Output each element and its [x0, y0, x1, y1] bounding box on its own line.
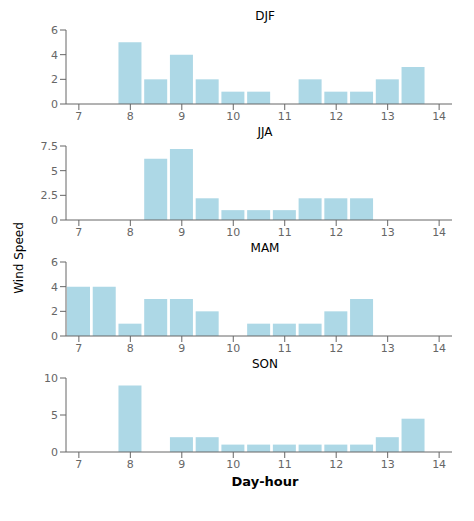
- svg-text:5: 5: [51, 409, 58, 422]
- svg-text:13: 13: [381, 342, 395, 355]
- svg-text:8: 8: [127, 226, 134, 239]
- svg-text:4: 4: [51, 49, 58, 62]
- svg-text:7.5: 7.5: [41, 140, 59, 153]
- svg-text:14: 14: [432, 458, 446, 471]
- svg-text:9: 9: [178, 458, 185, 471]
- svg-text:2: 2: [51, 73, 58, 86]
- svg-text:10: 10: [226, 226, 240, 239]
- svg-text:2.5: 2.5: [41, 189, 59, 202]
- svg-text:11: 11: [278, 458, 292, 471]
- html-text:SON: SON: [252, 357, 278, 371]
- svg-text:11: 11: [278, 342, 292, 355]
- svg-text:12: 12: [329, 458, 343, 471]
- svg-text:10: 10: [226, 110, 240, 123]
- svg-text:14: 14: [432, 226, 446, 239]
- svg-text:0: 0: [51, 446, 58, 459]
- svg-text:7: 7: [75, 342, 82, 355]
- svg-text:8: 8: [127, 458, 134, 471]
- svg-text:10: 10: [44, 372, 58, 385]
- html-text:JJA: JJA: [257, 125, 273, 139]
- svg-text:0: 0: [51, 330, 58, 343]
- html-text:Wind Speed: Wind Speed: [12, 222, 26, 294]
- svg-text:14: 14: [432, 110, 446, 123]
- svg-text:2: 2: [51, 305, 58, 318]
- svg-text:11: 11: [278, 110, 292, 123]
- svg-text:12: 12: [329, 110, 343, 123]
- svg-text:8: 8: [127, 110, 134, 123]
- svg-text:9: 9: [178, 110, 185, 123]
- svg-text:4: 4: [51, 281, 58, 294]
- svg-text:7: 7: [75, 110, 82, 123]
- svg-text:14: 14: [432, 342, 446, 355]
- svg-text:13: 13: [381, 226, 395, 239]
- svg-text:0: 0: [51, 98, 58, 111]
- svg-text:10: 10: [226, 342, 240, 355]
- html-text:MAM: MAM: [250, 241, 280, 255]
- svg-text:9: 9: [178, 342, 185, 355]
- svg-text:10: 10: [226, 458, 240, 471]
- svg-text:9: 9: [178, 226, 185, 239]
- html-text:DJF: DJF: [255, 9, 275, 23]
- svg-text:12: 12: [329, 226, 343, 239]
- svg-text:8: 8: [127, 342, 134, 355]
- svg-text:0: 0: [51, 214, 58, 227]
- svg-text:6: 6: [51, 24, 58, 37]
- svg-text:7: 7: [75, 458, 82, 471]
- html-text:Day-hour: Day-hour: [231, 474, 299, 489]
- svg-text:7: 7: [75, 226, 82, 239]
- svg-text:11: 11: [278, 226, 292, 239]
- svg-text:5: 5: [51, 165, 58, 178]
- svg-text:13: 13: [381, 110, 395, 123]
- svg-text:6: 6: [51, 256, 58, 269]
- svg-text:13: 13: [381, 458, 395, 471]
- svg-text:12: 12: [329, 342, 343, 355]
